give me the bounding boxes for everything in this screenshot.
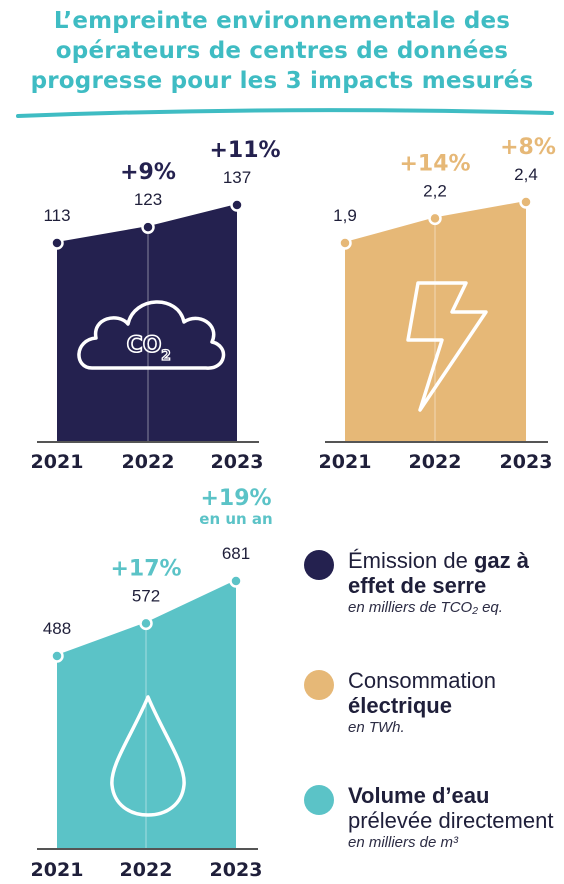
chart-water: 488 572 +17% 681 +19%en un an 2021 2022 2023 [31, 486, 273, 881]
year-label: 2023 [500, 451, 553, 473]
legend-unit: en TWh. [348, 719, 405, 736]
legend-text-post: prélevée directement [348, 808, 554, 833]
year-label: 2021 [31, 451, 84, 473]
value-label: 2,4 [514, 165, 538, 184]
change-label: +14% [399, 151, 470, 176]
data-point [50, 649, 64, 663]
chart-gas: 113 123 +9% 137 +11% 2021 2022 2023 CO 2 [31, 138, 281, 473]
legend-text: Volume d’eau prélevée directement en mill… [348, 783, 558, 852]
co2-subscript: 2 [161, 348, 171, 364]
value-label: 1,9 [333, 206, 357, 225]
year-label: 2022 [409, 451, 462, 473]
chart-elec: 1,9 2,2 +14% 2,4 +8% 2021 2022 2023 [319, 135, 556, 473]
change-label: +17% [110, 556, 181, 581]
change-label: +11% [209, 138, 280, 163]
title-line-3: progresse pour les 3 impacts mesurés [30, 68, 534, 94]
year-label: 2022 [120, 859, 173, 881]
value-label: 572 [132, 586, 160, 605]
change-label: +9% [120, 160, 176, 185]
title-line-1: L’empreinte environnementale des [53, 8, 511, 34]
year-label: 2022 [122, 451, 175, 473]
title-underline [16, 108, 554, 118]
data-point [230, 198, 244, 212]
legend-text: Émission de gaz à effet de serre en milli… [348, 548, 558, 617]
legend-text-bold: électrique [348, 693, 452, 718]
change-note: en un an [199, 510, 272, 528]
data-point [141, 220, 155, 234]
co2-text: CO [127, 333, 162, 358]
area-gas [57, 205, 237, 441]
page-title: L’empreinte environnementale des opérate… [0, 6, 564, 96]
legend-text-pre: Consommation [348, 668, 496, 693]
legend-text-bold: gaz à effet de serre [348, 548, 529, 598]
legend-item: Volume d’eau prélevée directement en mill… [304, 783, 564, 883]
legend-unit: en milliers de m³ [348, 834, 459, 851]
legend-text: Consommation électrique en TWh. [348, 668, 558, 737]
change-label: +19% [200, 486, 271, 511]
water-drop-icon [110, 695, 186, 817]
lightning-icon [406, 281, 488, 412]
legend-swatch [304, 670, 334, 700]
value-label: 137 [223, 168, 251, 187]
data-point [229, 574, 243, 588]
data-point [338, 236, 352, 250]
value-label: 123 [134, 190, 162, 209]
data-point [50, 236, 64, 250]
legend-text-pre: Émission de [348, 548, 474, 573]
title-line-2: opérateurs de centres de données [55, 38, 509, 64]
legend-unit: en milliers de TCO₂ eq. [348, 599, 503, 616]
year-label: 2023 [210, 859, 263, 881]
value-label: 2,2 [423, 181, 447, 200]
value-label: 681 [222, 544, 250, 563]
value-label: 113 [43, 206, 70, 225]
value-label: 488 [43, 619, 71, 638]
year-label: 2021 [319, 451, 372, 473]
data-point [428, 211, 442, 226]
data-point [139, 616, 153, 631]
legend-item: Émission de gaz à effet de serre en milli… [304, 548, 564, 628]
legend-text-bold: Volume d’eau [348, 783, 490, 808]
legend-item: Consommation électrique en TWh. [304, 668, 564, 748]
year-label: 2023 [211, 451, 264, 473]
data-point [519, 195, 533, 209]
legend-swatch [304, 785, 334, 815]
area-elec [345, 202, 526, 441]
change-label: +8% [500, 135, 556, 160]
year-label: 2021 [31, 859, 84, 881]
legend-swatch [304, 550, 334, 580]
area-water [57, 581, 236, 848]
co2-cloud-icon: CO 2 [77, 300, 226, 370]
